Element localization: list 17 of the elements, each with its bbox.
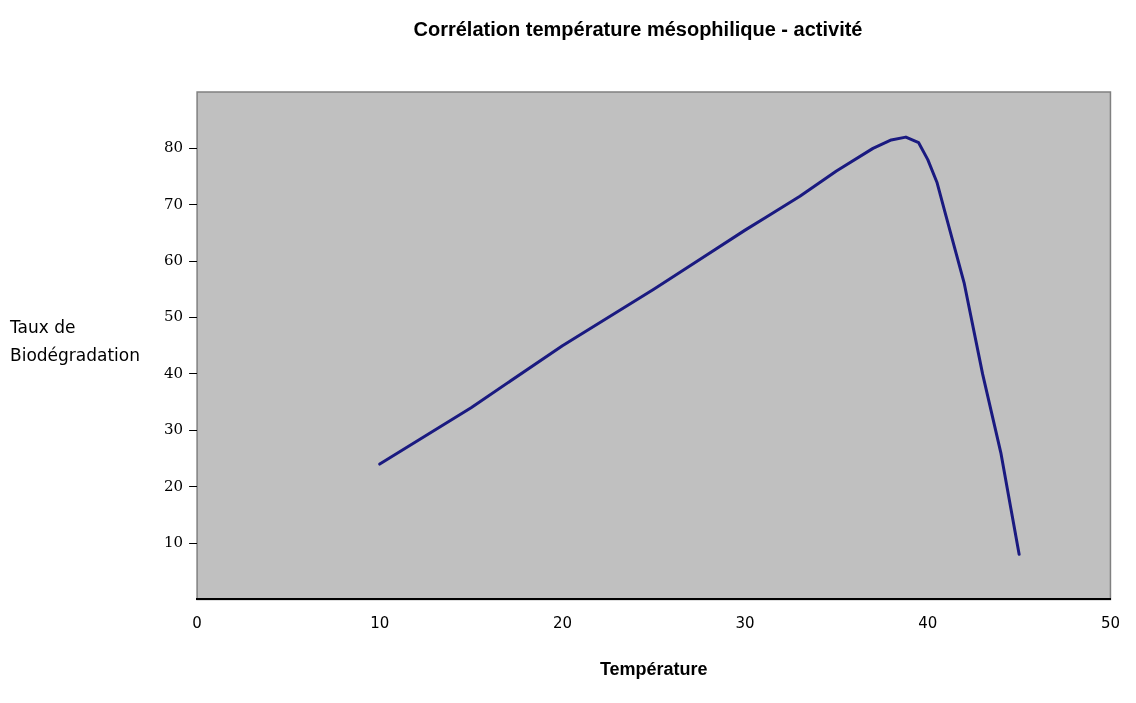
- x-tick-label: 30: [735, 614, 755, 633]
- y-tick-label: 10: [163, 532, 184, 551]
- y-tick-label: 30: [163, 420, 184, 439]
- y-tick-label: 60: [163, 251, 184, 270]
- x-tick-label: 50: [1100, 614, 1120, 633]
- x-axis-title: Température: [599, 659, 708, 680]
- y-axis-title: Taux de Biodégradation: [10, 316, 141, 367]
- x-tick-label: 0: [192, 614, 202, 633]
- y-tick-label: 40: [163, 363, 184, 382]
- y-tick-label: 70: [163, 194, 184, 213]
- chart-title: Corrélation température mésophilique - activité: [413, 17, 863, 40]
- y-tick-label: 50: [163, 307, 184, 326]
- x-tick-label: 40: [918, 614, 938, 633]
- x-tick-label: 20: [552, 614, 572, 633]
- y-tick-label: 20: [163, 476, 184, 495]
- y-tick-label: 80: [163, 138, 184, 157]
- x-tick-label: 10: [370, 614, 390, 633]
